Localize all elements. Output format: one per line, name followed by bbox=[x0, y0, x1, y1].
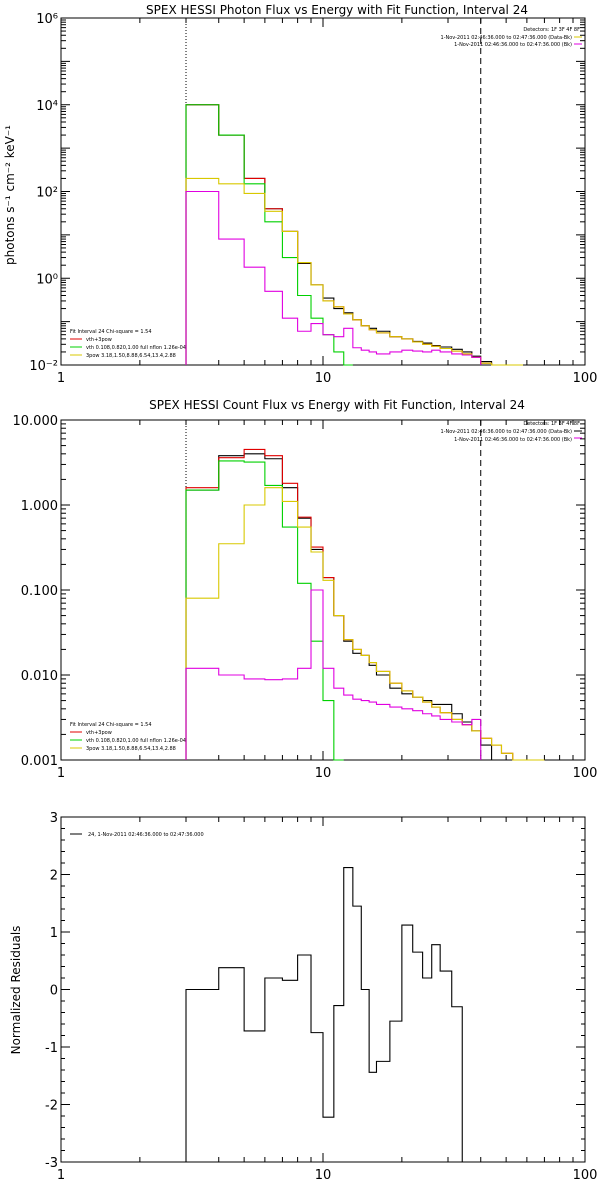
count-ytick-label: 0.010 bbox=[21, 669, 58, 684]
photon-legend-vth: vth 0.108,0.820,1.00 full nflon 1.26e-04 bbox=[86, 345, 186, 351]
count-legend-fit-interval: Fit Interval 24 Chi-square = 1.54 bbox=[70, 722, 152, 728]
count-xtick-label: 100 bbox=[573, 766, 598, 781]
count-series-background bbox=[185, 589, 482, 760]
residuals-ytick-label: 1 bbox=[50, 926, 58, 941]
residuals-xtick-label: 100 bbox=[573, 1168, 598, 1183]
residuals-ylabel: Normalized Residuals bbox=[9, 926, 23, 1055]
count-legend-detectors: Detectors: 1F 3F 4F 8F bbox=[523, 421, 580, 427]
count-xtick-label: 10 bbox=[315, 766, 332, 781]
count-title: SPEX HESSI Count Flux vs Energy with Fit… bbox=[149, 398, 525, 412]
residuals-legend: 24, 1-Nov-2011 02:46:36.000 to 02:47:36.… bbox=[88, 832, 204, 838]
photon-ytick-label: 10⁴ bbox=[36, 99, 58, 114]
photon-xtick-label: 1 bbox=[57, 371, 65, 386]
residuals-ytick-label: -3 bbox=[45, 1156, 58, 1171]
photon-legend-databk: 1-Nov-2011 02:46:36.000 to 02:47:36.000 … bbox=[441, 35, 573, 41]
count-legend-vth: vth 0.108,0.820,1.00 full nflon 1.26e-04 bbox=[86, 738, 186, 744]
residuals-xtick-label: 10 bbox=[315, 1168, 332, 1183]
count-ytick-label: 0.100 bbox=[21, 584, 58, 599]
count-xtick-label: 1 bbox=[57, 766, 65, 781]
photon-panel: 1 10 100 10⁻² 10⁰ 10² 10⁴ 10⁶ bbox=[29, 12, 597, 386]
photon-xtick-label: 10 bbox=[315, 371, 332, 386]
photon-xtick-label: 100 bbox=[573, 371, 598, 386]
count-series-vth bbox=[185, 460, 344, 761]
count-ytick-label: 1.000 bbox=[21, 499, 58, 514]
photon-legend-3pow: 3pow 3.18,1.50,8.88,6.54,13.4,2.88 bbox=[86, 353, 176, 359]
residuals-panel: 1 10 100 -3 -2 -1 0 1 2 3 bbox=[45, 811, 597, 1183]
count-legend-total: vth+3pow bbox=[86, 730, 112, 736]
residuals-ytick-label: -2 bbox=[45, 1099, 58, 1114]
residuals-xtick-label: 1 bbox=[57, 1168, 65, 1183]
residuals-ytick-label: -1 bbox=[45, 1041, 58, 1056]
photon-ytick-label: 10⁶ bbox=[36, 12, 58, 27]
photon-legend-total: vth+3pow bbox=[86, 337, 112, 343]
photon-ytick-label: 10² bbox=[36, 186, 58, 201]
photon-ylabel: photons s⁻¹ cm⁻² keV⁻¹ bbox=[3, 125, 17, 265]
residuals-ytick-label: 2 bbox=[50, 869, 58, 884]
count-legend-databk: 1-Nov-2011 02:46:36.000 to 02:47:36.000 … bbox=[441, 429, 573, 435]
count-panel: 1 10 100 0.001 0.010 0.100 1.000 10.000 bbox=[13, 414, 598, 781]
photon-legend-detectors: Detectors: 1F 3F 4F 8F bbox=[523, 27, 580, 33]
count-legend-bk: 1-Nov-2011 02:46:36.000 to 02:47:36.000 … bbox=[454, 437, 572, 443]
photon-legend-bk: 1-Nov-2011 02:46:36.000 to 02:47:36.000 … bbox=[454, 42, 572, 48]
photon-legend-fit-interval: Fit Interval 24 Chi-square = 1.54 bbox=[70, 329, 152, 335]
count-legend-3pow: 3pow 3.18,1.50,8.88,6.54,13.4,2.88 bbox=[86, 746, 176, 752]
residuals-ytick-label: 3 bbox=[50, 811, 58, 826]
photon-title: SPEX HESSI Photon Flux vs Energy with Fi… bbox=[146, 3, 528, 17]
photon-ytick-label: 10⁰ bbox=[36, 272, 58, 287]
photon-ytick-label: 10⁻² bbox=[29, 359, 58, 374]
count-ytick-label: 0.001 bbox=[21, 754, 58, 769]
photon-series-background bbox=[185, 190, 482, 365]
count-ytick-label: 10.000 bbox=[13, 414, 59, 429]
residuals-series-residuals bbox=[185, 867, 463, 1162]
photon-series-3pow bbox=[185, 177, 524, 366]
residuals-ytick-label: 0 bbox=[50, 984, 58, 999]
